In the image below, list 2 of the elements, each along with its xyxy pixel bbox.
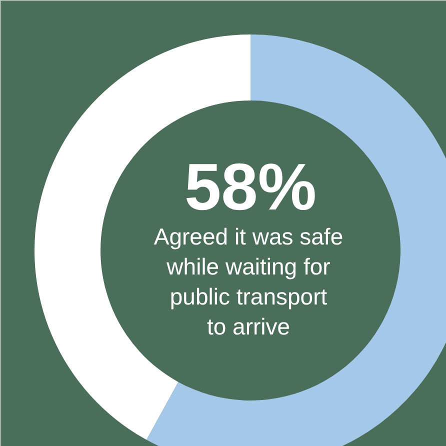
data-label: 58% xyxy=(184,150,317,224)
text: Agreed it was safe while waiting for public transport to arrive xyxy=(154,224,344,340)
